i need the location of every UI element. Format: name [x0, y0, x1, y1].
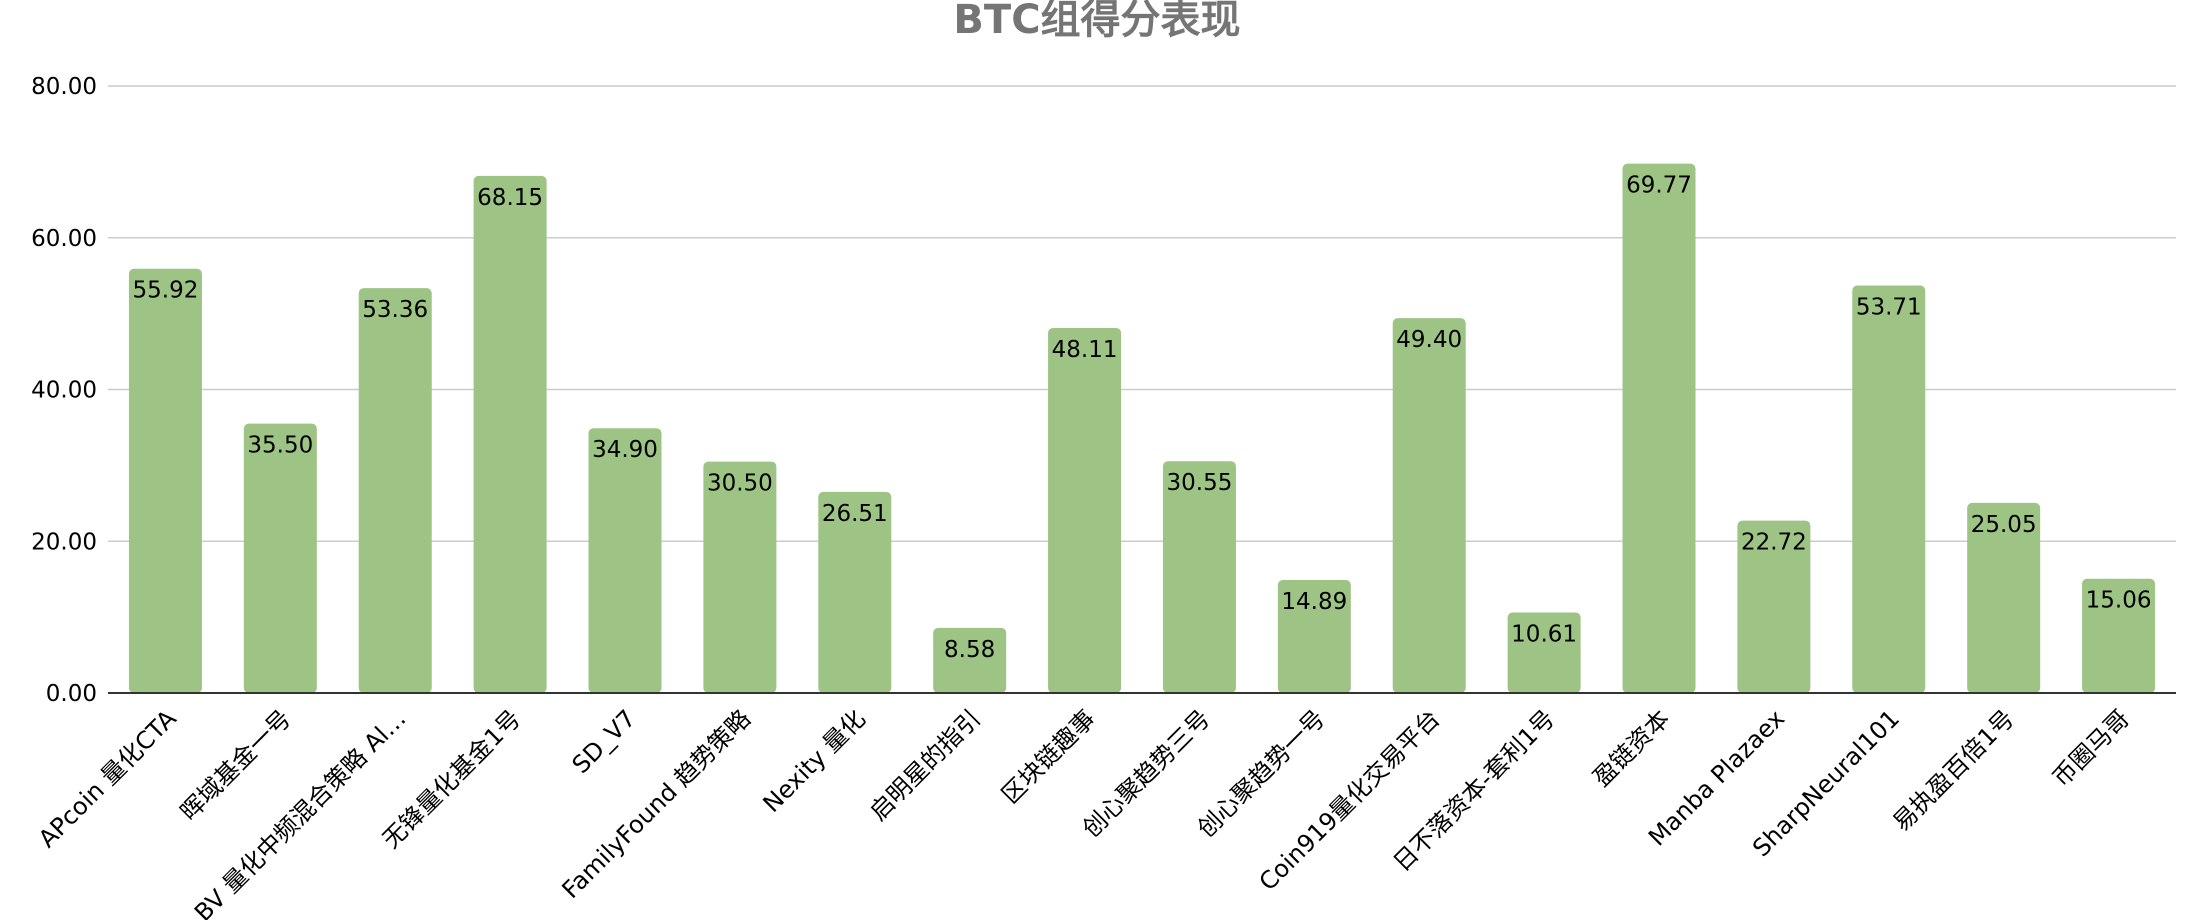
bars — [128, 163, 2156, 694]
x-tick-label: 币圈马哥 — [2047, 704, 2135, 792]
gridlines — [108, 85, 2176, 542]
bar — [128, 268, 202, 693]
chart-title: BTC组得分表现 — [953, 0, 1241, 43]
y-tick-label: 40.00 — [31, 378, 97, 404]
bar — [1162, 461, 1236, 693]
data-label: 53.36 — [362, 297, 428, 323]
bar — [1048, 327, 1122, 693]
data-label: 35.50 — [247, 433, 313, 459]
x-tick-label: 晖域基金一号 — [175, 704, 297, 826]
bar — [1507, 612, 1581, 693]
data-label: 55.92 — [133, 278, 199, 304]
x-tick-label: 区块链趣事 — [996, 704, 1101, 809]
data-label: 30.55 — [1167, 470, 1233, 496]
x-tick-label: 盈链资本 — [1588, 704, 1676, 792]
bar — [1967, 502, 2041, 693]
bar — [818, 491, 892, 693]
x-tick-label: Nexity 量化 — [758, 704, 871, 817]
data-label: 22.72 — [1741, 530, 1807, 556]
data-label: 10.61 — [1511, 621, 1577, 647]
bar — [703, 461, 777, 693]
bar — [1737, 520, 1811, 693]
bar — [358, 288, 432, 693]
bar — [1852, 285, 1926, 693]
bar — [2082, 578, 2156, 693]
data-label: 68.15 — [477, 185, 543, 211]
x-tick-label: 易执盈百倍1号 — [1887, 704, 2019, 836]
data-label: 69.77 — [1626, 173, 1692, 199]
data-label: 48.11 — [1052, 337, 1118, 363]
data-label: 14.89 — [1281, 589, 1347, 615]
data-label: 30.50 — [707, 471, 773, 497]
data-label: 15.06 — [2086, 588, 2152, 614]
x-tick-label: FamilyFound 趋势策略 — [557, 704, 757, 904]
bar — [933, 627, 1007, 693]
x-tick-label: APcoin 量化CTA — [33, 704, 182, 853]
data-label: 49.40 — [1396, 327, 1462, 353]
data-label: 34.90 — [592, 437, 658, 463]
y-tick-label: 20.00 — [31, 529, 97, 555]
bar — [473, 175, 547, 694]
data-label: 53.71 — [1856, 294, 1922, 320]
y-tick-label: 0.00 — [46, 681, 97, 707]
bar — [243, 423, 317, 693]
y-tick-label: 80.00 — [31, 74, 97, 100]
bar — [1277, 580, 1351, 693]
data-label: 8.58 — [944, 637, 995, 663]
data-label: 25.05 — [1971, 512, 2037, 538]
x-tick-label: 启明星的指引 — [864, 704, 986, 826]
bar — [1392, 318, 1466, 693]
x-tick-label: BV 量化中频混合策略 Al… — [189, 704, 411, 920]
x-tick-label: SD_V7 — [567, 704, 642, 779]
bar — [588, 428, 662, 693]
bar — [1622, 163, 1696, 694]
data-label: 26.51 — [822, 501, 888, 527]
y-tick-label: 60.00 — [31, 226, 97, 252]
